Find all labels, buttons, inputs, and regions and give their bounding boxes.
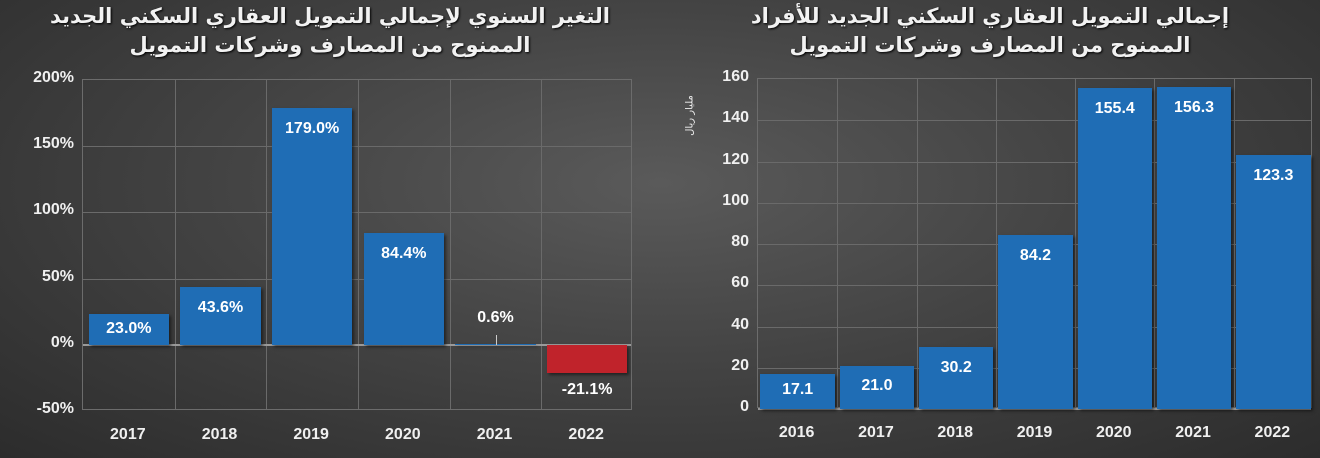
annual-change-chart-panel: التغير السنوي لإجمالي التمويل العقاري ال… [0,2,660,443]
data-label: 43.6% [197,299,244,317]
x-tick-label: 2022 [1254,424,1291,441]
data-label: 0.6% [477,308,514,326]
bar-2016: 17.1 [760,373,835,409]
y-tick-label: 0% [50,333,74,351]
data-label: -21.1% [561,380,613,398]
y-tick-label: 100% [33,201,74,219]
data-label: 84.4% [381,245,427,263]
gridline [174,80,176,409]
gridline [758,202,1311,204]
y-tick-label: 40 [731,315,749,333]
data-label: 17.1 [782,381,814,399]
plot-area: 23.0% 43.6% 179.0% 84.4% 0.6% -21.1% [82,79,632,410]
bar-2022: 123.3 [1236,154,1311,409]
total-financing-chart-panel: إجمالي التمويل العقاري السكني الجديد للأ… [660,0,1320,458]
x-tick-label: 2021 [476,426,513,443]
gridline [83,146,631,148]
chart-title-line-1: التغير السنوي لإجمالي التمويل العقاري ال… [50,4,610,28]
bar-2020: 84.4% [363,233,445,345]
y-tick-label: 80 [731,233,749,250]
chart-title: إجمالي التمويل العقاري السكني الجديد للأ… [660,2,1320,60]
data-label: 21.0 [861,377,893,395]
x-tick-label: 2017 [110,426,146,443]
data-label: 123.3 [1253,166,1294,184]
data-label: 156.3 [1174,98,1215,116]
zero-baseline [758,408,1311,410]
gridline [1154,79,1156,407]
gridline [266,80,268,409]
y-tick-label: 200% [33,69,74,86]
x-tick-label: 2020 [385,426,421,443]
x-tick-label: 2020 [1095,424,1132,441]
chart-title: التغير السنوي لإجمالي التمويل العقاري ال… [0,2,660,60]
data-label: 30.2 [940,358,972,376]
bar-2017: 21.0 [839,365,915,409]
leader-line [495,334,497,345]
gridline [995,79,997,407]
y-tick-label: -50% [36,400,74,417]
chart-title-line-2: الممنوح من المصارف وشركات التمويل [129,33,531,57]
y-tick-label: 50% [41,267,74,285]
y-tick-label: 100 [722,191,749,209]
y-tick-label: 160 [722,68,749,85]
bar-2018: 43.6% [180,287,261,345]
gridline [1075,79,1077,407]
y-tick-label: 150% [33,135,74,153]
gridline [358,80,359,409]
gridline [83,212,631,214]
zero-baseline [83,343,631,346]
bar-2021 [455,344,536,345]
x-tick-label: 2019 [293,426,329,443]
y-tick-label: 140 [722,109,749,127]
bar-2021: 156.3 [1156,86,1232,409]
data-label: 179.0% [285,119,340,137]
y-tick-label: 60 [731,274,749,292]
x-tick-label: 2018 [937,424,973,441]
bar-2020: 155.4 [1077,88,1153,409]
gridline [1233,79,1235,407]
gridline [837,79,839,407]
y-tick-label: 20 [731,356,749,374]
y-tick-label: 120 [722,150,749,168]
gridline [758,120,1311,122]
x-tick-label: 2016 [778,424,815,441]
gridline [83,278,631,280]
chart-title-line-2: الممنوح من المصارف وشركات التمويل [789,33,1191,57]
gridline [449,80,451,409]
data-label: 84.2 [1019,247,1052,265]
x-tick-label: 2017 [858,424,894,441]
x-tick-label: 2018 [201,426,238,443]
chart-title-line-1: إجمالي التمويل العقاري السكني الجديد للأ… [750,4,1230,28]
bar-2022 [546,344,628,373]
y-tick-label: 0 [740,398,749,415]
bar-2019: 179.0% [271,107,353,345]
bar-2017: 23.0% [88,314,170,345]
plot-area: 17.1 21.0 30.2 84.2 155.4 156.3 123.3 [757,78,1312,410]
data-label: 23.0% [106,319,152,337]
bar-2018: 30.2 [918,346,994,409]
bar-2019: 84.2 [998,235,1073,409]
x-tick-label: 2022 [568,426,604,443]
x-tick-label: 2019 [1016,424,1053,441]
gridline [758,161,1311,163]
x-tick-label: 2021 [1175,424,1211,441]
gridline [541,80,543,409]
data-label: 155.4 [1094,100,1135,118]
gridline [916,79,918,407]
